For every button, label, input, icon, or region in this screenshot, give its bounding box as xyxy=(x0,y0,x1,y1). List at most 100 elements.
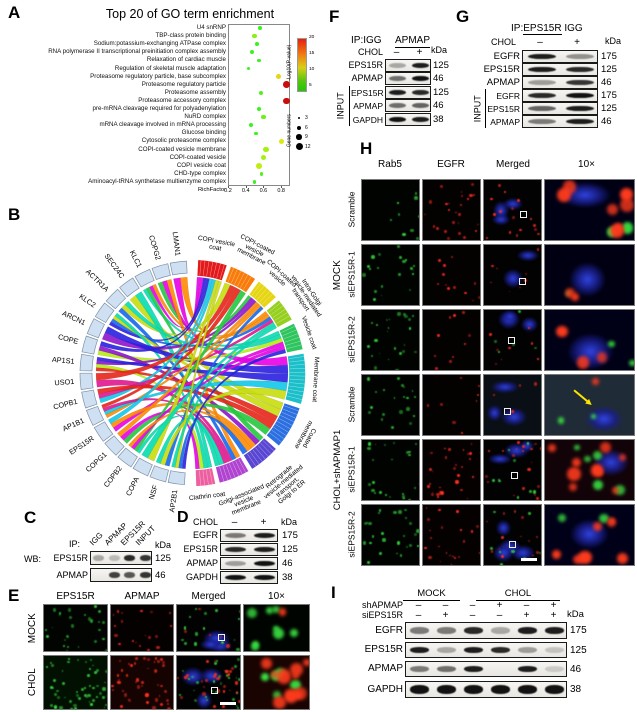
fluor-dot xyxy=(460,431,463,434)
fluor-dot xyxy=(408,421,413,426)
protein-band xyxy=(412,62,429,69)
fluor-dot xyxy=(414,196,418,200)
go-sector-stripe xyxy=(209,469,213,485)
fluor-dot xyxy=(534,494,537,497)
fluor-dot xyxy=(557,417,565,424)
size-legend-tick-label: 6 xyxy=(305,124,308,131)
fluor-dot xyxy=(447,447,451,451)
size-legend-dot xyxy=(296,134,302,140)
x-axis-tick-label: 0.2 xyxy=(224,188,232,194)
fluor-dot xyxy=(590,414,597,420)
panel-f-kda-header: kDa xyxy=(431,45,448,55)
go-term-tick-label: Proteasome regulatory particle, base sub… xyxy=(90,72,226,80)
fluor-dot xyxy=(441,273,445,277)
fluor-dot xyxy=(227,673,231,676)
fluor-dot xyxy=(140,610,143,613)
fluor-dot xyxy=(447,208,451,212)
fluor-dot xyxy=(97,610,101,614)
fluor-dot xyxy=(200,680,204,683)
fluor-dot xyxy=(276,669,291,684)
fluor-dot xyxy=(411,390,414,393)
fluor-dot xyxy=(103,706,106,709)
fluor-dot xyxy=(496,267,498,270)
fluor-dot xyxy=(517,496,520,499)
fluor-dot xyxy=(520,535,523,538)
size-legend-dot xyxy=(297,125,301,130)
fluor-dot xyxy=(98,691,102,696)
fluor-dot xyxy=(399,410,403,414)
fluor-dot xyxy=(67,660,70,664)
fluor-dot xyxy=(512,216,516,219)
size-legend-tick-label: 12 xyxy=(305,143,311,150)
fluor-dot xyxy=(385,318,388,321)
kda-value: 125 xyxy=(601,103,617,114)
go-sector-stripe xyxy=(206,469,209,485)
fluor-dot xyxy=(371,488,375,493)
fluor-dot xyxy=(397,213,401,216)
fluor-dot xyxy=(186,673,190,677)
fluor-dot xyxy=(395,368,399,370)
nucleus xyxy=(493,543,514,562)
fluor-dot xyxy=(391,425,395,430)
fluor-dot xyxy=(402,232,406,237)
fluor-dot xyxy=(87,673,90,677)
fluor-dot xyxy=(223,669,226,672)
fluor-dot xyxy=(180,696,183,699)
gene-sector xyxy=(79,353,94,372)
panel-h-col-header: EGFR xyxy=(437,159,465,170)
data-point xyxy=(254,131,259,136)
gene-label: LMAN1 xyxy=(171,231,183,256)
blot-box xyxy=(220,529,278,542)
fluor-dot xyxy=(95,668,99,672)
fluor-dot xyxy=(410,228,414,233)
fluor-dot xyxy=(239,610,240,613)
fluor-dot xyxy=(416,529,419,533)
fluor-dot xyxy=(168,611,171,614)
data-point xyxy=(258,90,263,95)
fluor-dot xyxy=(592,522,602,532)
fluor-dot xyxy=(371,458,374,461)
lane-sign: + xyxy=(260,517,267,528)
kda-value: 46 xyxy=(282,558,293,569)
fluor-dot xyxy=(162,663,165,667)
fluor-dot xyxy=(183,627,187,630)
fluor-dot xyxy=(432,224,436,228)
fluor-dot xyxy=(102,696,106,700)
fluor-dot xyxy=(399,256,403,260)
fluor-dot xyxy=(498,350,501,353)
fluor-dot xyxy=(469,193,473,198)
fluor-dot xyxy=(369,405,373,410)
fluor-dot xyxy=(388,318,391,321)
fluor-dot xyxy=(460,191,463,193)
fluor-dot xyxy=(556,325,568,338)
go-sector-stripe xyxy=(235,460,243,475)
fluor-dot xyxy=(592,378,600,385)
fluor-dot xyxy=(378,253,382,257)
fluor-dot xyxy=(512,343,516,347)
arrow-head xyxy=(585,398,595,407)
roi-box xyxy=(520,210,528,218)
gene-sector xyxy=(104,435,125,456)
fluor-dot xyxy=(63,645,65,647)
lane-sign: – xyxy=(469,610,476,621)
panel-a-colorbar xyxy=(297,38,307,92)
fluor-dot xyxy=(75,690,78,693)
protein-band xyxy=(463,627,484,634)
fluor-dot xyxy=(473,281,477,285)
fluor-dot xyxy=(489,333,492,336)
fluor-dot xyxy=(425,507,428,509)
fluor-dot xyxy=(439,184,444,189)
panel-c-kda-header: kDa xyxy=(155,540,172,550)
kda-value: 38 xyxy=(282,572,293,583)
fluor-dot xyxy=(498,479,501,482)
kda-value: 125 xyxy=(155,552,171,564)
fluor-dot xyxy=(206,698,209,702)
fluor-dot xyxy=(153,661,156,663)
fluor-dot xyxy=(532,554,534,557)
fluor-dot xyxy=(236,657,240,661)
fluor-dot xyxy=(404,258,407,261)
fluor-dot xyxy=(455,464,458,467)
nucleus xyxy=(584,405,623,432)
panel-e-row-label: CHOL xyxy=(26,668,38,697)
